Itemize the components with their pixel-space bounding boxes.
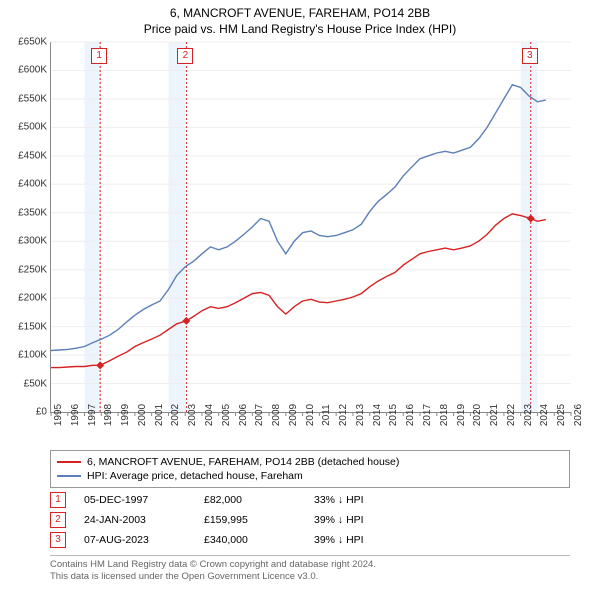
- xtick-label: 1995: [53, 404, 64, 426]
- xtick-label: 2008: [271, 404, 282, 426]
- event-delta: 39% ↓ HPI: [314, 514, 424, 526]
- xtick-label: 2013: [355, 404, 366, 426]
- ytick-label: £500K: [18, 122, 47, 133]
- xtick-label: 2018: [439, 404, 450, 426]
- ytick-label: £50K: [24, 378, 47, 389]
- xtick-label: 2007: [254, 404, 265, 426]
- plot-svg: [51, 42, 571, 412]
- legend-item: 6, MANCROFT AVENUE, FAREHAM, PO14 2BB (d…: [57, 455, 563, 469]
- xtick-label: 2014: [372, 404, 383, 426]
- event-num: 1: [50, 492, 66, 508]
- xtick-label: 2019: [456, 404, 467, 426]
- footer: Contains HM Land Registry data © Crown c…: [50, 555, 570, 583]
- legend-swatch: [57, 475, 81, 477]
- ytick-label: £350K: [18, 207, 47, 218]
- ytick-label: £650K: [18, 37, 47, 48]
- event-delta: 33% ↓ HPI: [314, 494, 424, 506]
- footer-line: This data is licensed under the Open Gov…: [50, 571, 570, 583]
- xtick-label: 2023: [523, 404, 534, 426]
- xtick-label: 2010: [305, 404, 316, 426]
- legend-label: HPI: Average price, detached house, Fare…: [87, 470, 303, 482]
- xtick-label: 2016: [405, 404, 416, 426]
- xtick-label: 2011: [321, 404, 332, 426]
- ytick-label: £450K: [18, 150, 47, 161]
- ytick-label: £250K: [18, 264, 47, 275]
- ytick-label: £550K: [18, 93, 47, 104]
- event-marker-label: 2: [177, 48, 193, 64]
- xtick-label: 2004: [204, 404, 215, 426]
- legend-swatch: [57, 461, 81, 463]
- xtick-label: 2020: [472, 404, 483, 426]
- xtick-label: 2012: [338, 404, 349, 426]
- ytick-label: £200K: [18, 293, 47, 304]
- footer-line: Contains HM Land Registry data © Crown c…: [50, 559, 570, 571]
- event-date: 05-DEC-1997: [84, 494, 204, 506]
- ytick-label: £0: [36, 407, 47, 418]
- xtick-label: 2017: [422, 404, 433, 426]
- plot-area: [50, 42, 571, 413]
- xtick-label: 1998: [103, 404, 114, 426]
- xtick-label: 2002: [170, 404, 181, 426]
- event-marker-label: 3: [522, 48, 538, 64]
- ytick-label: £300K: [18, 236, 47, 247]
- xtick-label: 1999: [120, 404, 131, 426]
- legend: 6, MANCROFT AVENUE, FAREHAM, PO14 2BB (d…: [50, 450, 570, 488]
- xtick-label: 2025: [556, 404, 567, 426]
- event-date: 24-JAN-2003: [84, 514, 204, 526]
- ytick-label: £150K: [18, 321, 47, 332]
- xtick-label: 2005: [221, 404, 232, 426]
- event-marker-label: 1: [91, 48, 107, 64]
- events-table: 1 05-DEC-1997 £82,000 33% ↓ HPI 2 24-JAN…: [50, 490, 570, 550]
- event-num: 3: [50, 532, 66, 548]
- ytick-label: £600K: [18, 65, 47, 76]
- event-price: £82,000: [204, 494, 314, 506]
- xtick-label: 2022: [506, 404, 517, 426]
- xtick-label: 2009: [288, 404, 299, 426]
- event-price: £159,995: [204, 514, 314, 526]
- xtick-label: 2026: [573, 404, 584, 426]
- xtick-label: 2006: [238, 404, 249, 426]
- xtick-label: 1996: [70, 404, 81, 426]
- xtick-label: 2024: [539, 404, 550, 426]
- chart-subtitle: Price paid vs. HM Land Registry's House …: [0, 20, 600, 36]
- event-delta: 39% ↓ HPI: [314, 534, 424, 546]
- chart-title: 6, MANCROFT AVENUE, FAREHAM, PO14 2BB: [0, 0, 600, 20]
- xtick-label: 2021: [489, 404, 500, 426]
- ytick-label: £400K: [18, 179, 47, 190]
- event-row: 1 05-DEC-1997 £82,000 33% ↓ HPI: [50, 490, 570, 510]
- event-date: 07-AUG-2023: [84, 534, 204, 546]
- xtick-label: 2015: [388, 404, 399, 426]
- xtick-label: 2001: [154, 404, 165, 426]
- legend-label: 6, MANCROFT AVENUE, FAREHAM, PO14 2BB (d…: [87, 456, 399, 468]
- event-row: 3 07-AUG-2023 £340,000 39% ↓ HPI: [50, 530, 570, 550]
- event-price: £340,000: [204, 534, 314, 546]
- event-row: 2 24-JAN-2003 £159,995 39% ↓ HPI: [50, 510, 570, 530]
- xtick-label: 1997: [87, 404, 98, 426]
- event-num: 2: [50, 512, 66, 528]
- xtick-label: 2003: [187, 404, 198, 426]
- xtick-label: 2000: [137, 404, 148, 426]
- legend-item: HPI: Average price, detached house, Fare…: [57, 469, 563, 483]
- ytick-label: £100K: [18, 350, 47, 361]
- chart-container: 6, MANCROFT AVENUE, FAREHAM, PO14 2BB Pr…: [0, 0, 600, 590]
